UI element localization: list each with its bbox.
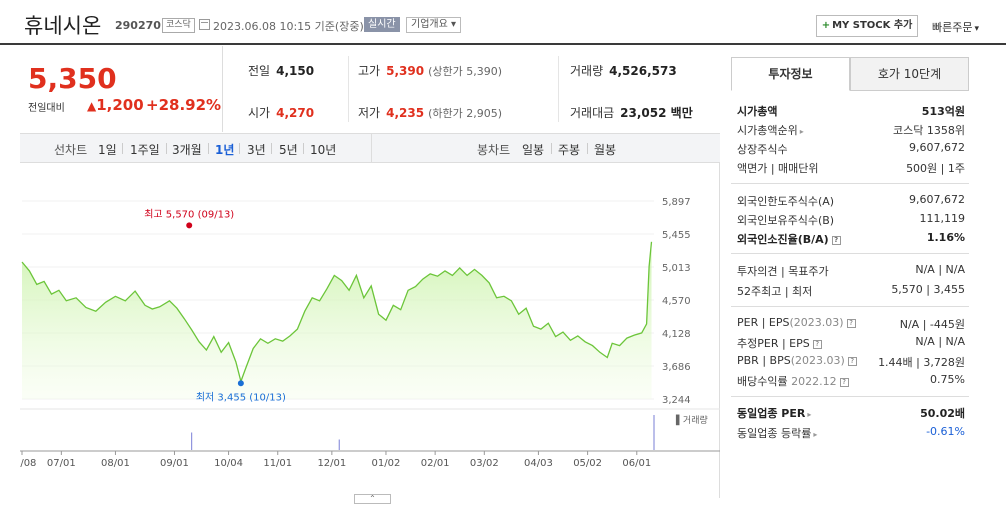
y-tick-label: 4,128 [662, 329, 691, 340]
x-tick-label: 10/04 [214, 458, 243, 469]
candle-daily[interactable]: 일봉 [522, 143, 545, 157]
row-52week: 52주최고 | 최저 5,570 | 3,455 [737, 283, 965, 298]
chevron-right-icon[interactable]: ▸ [799, 127, 804, 136]
period-1d[interactable]: 1일 [98, 143, 117, 157]
volume-label: ▌거래량 [675, 414, 708, 426]
low-price: 저가 4,235 (하한가 2,905) [358, 106, 502, 120]
expand-chart-button[interactable]: ⌃ [354, 494, 391, 504]
price-chart-svg: 5,897 5,455 5,013 4,570 4,128 3,686 3,244 최고 5,… [20, 197, 720, 469]
row-market-cap-rank: 시가총액순위 ▸ 코스닥 1358위 [737, 124, 965, 137]
line-chart-label: 선차트 [54, 143, 88, 157]
x-tick-label: 03/02 [470, 458, 499, 469]
company-overview-dropdown[interactable]: 기업개요 ▾ [406, 17, 462, 33]
y-tick-label: 5,013 [662, 263, 691, 274]
x-tick-label: 12/01 [317, 458, 346, 469]
chevron-right-icon[interactable]: ▸ [807, 410, 812, 419]
help-icon[interactable]: ? [847, 356, 857, 366]
x-tick-label: 01/02 [372, 458, 401, 469]
my-stock-add-button[interactable]: + MY STOCK 추가 [816, 15, 918, 37]
price-line [21, 241, 653, 384]
stock-code: 290270 [115, 19, 161, 32]
y-tick-label: 4,570 [662, 296, 691, 307]
row-market-cap: 시가총액 513억원 [737, 105, 965, 118]
info-panel: 투자정보 호가 10단계 시가총액 513억원 시가총액순위 ▸ 코스닥 1358위 … [731, 57, 969, 443]
tab-investment-info[interactable]: 투자정보 [731, 57, 850, 91]
x-tick-label: 07/01 [47, 458, 76, 469]
row-est-per: 추정PER | EPS? N/A | N/A [737, 335, 965, 350]
candle-weekly[interactable]: 주봉 [558, 143, 581, 157]
help-icon[interactable]: ? [839, 377, 849, 387]
max-point [186, 222, 193, 229]
row-par-value: 액면가 | 매매단위 500원 | 1주 [737, 162, 965, 175]
period-10y[interactable]: 10년 [310, 143, 337, 157]
x-tick-label: 05/02 [573, 458, 602, 469]
y-tick-label: 3,686 [662, 362, 691, 373]
high-price: 고가 5,390 (상한가 5,390) [358, 64, 502, 78]
x-tick-label: 04/03 [524, 458, 553, 469]
divider [558, 56, 559, 122]
row-shares: 상장주식수 9,607,672 [737, 141, 965, 156]
candle-monthly[interactable]: 월봉 [594, 143, 617, 157]
y-tick-label: 5,455 [662, 230, 691, 241]
row-per-eps: PER | EPS(2023.03)? N/A | -445원 [737, 316, 965, 331]
x-tick-label: 06/08 [20, 458, 36, 469]
stock-header: 휴네시온 290270 코스닥 2023.06.08 10:15 기준(장중) … [0, 0, 1006, 45]
help-icon[interactable]: ? [846, 318, 856, 328]
divider [348, 56, 349, 122]
chart-period-bar: 선차트 1일 1주일 3개월 1년 3년 5년 10년 봉차트 일봉 주봉 월봉 [20, 133, 720, 163]
change-percent: +28.92% [146, 96, 222, 114]
help-icon[interactable]: ? [812, 339, 822, 349]
timestamp: 2023.06.08 10:15 기준(장중) [213, 20, 364, 33]
period-1y[interactable]: 1년 [215, 143, 235, 157]
change-label: 전일대비 [28, 103, 65, 114]
x-tick-label: 06/01 [622, 458, 651, 469]
chevron-down-icon: ▾ [451, 19, 457, 30]
plus-icon: + [821, 20, 831, 31]
change-amount: ▲1,200 [87, 96, 144, 114]
period-3m[interactable]: 3개월 [172, 143, 202, 157]
open-price: 시가 4,270 [248, 106, 315, 120]
info-tabs: 투자정보 호가 10단계 [731, 57, 969, 91]
period-1w[interactable]: 1주일 [130, 143, 160, 157]
period-3y[interactable]: 3년 [247, 143, 266, 157]
row-pbr-bps: PBR | BPS(2023.03)? 1.44배 | 3,728원 [737, 354, 965, 369]
help-icon[interactable]: ? [831, 235, 841, 245]
market-badge: 코스닥 [162, 18, 195, 33]
x-tick-label: 09/01 [160, 458, 189, 469]
price-area [22, 241, 652, 399]
row-sector-per: 동일업종 PER ▸ 50.02배 [737, 407, 965, 420]
x-tick-label: 08/01 [101, 458, 130, 469]
price-chart[interactable]: 5,897 5,455 5,013 4,570 4,128 3,686 3,244 최고 5,… [20, 163, 720, 498]
current-price: 5,350 [28, 62, 117, 95]
min-point [237, 380, 244, 387]
period-5y[interactable]: 5년 [279, 143, 298, 157]
row-foreign-limit: 외국인한도주식수(A) 9,607,672 [737, 193, 965, 208]
chevron-right-icon[interactable]: ▸ [813, 430, 818, 439]
y-tick-label: 3,244 [662, 395, 691, 406]
x-tick-label: 02/01 [421, 458, 450, 469]
row-sector-rate: 동일업종 등락률 ▸ -0.61% [737, 425, 965, 440]
price-summary: 전일 4,150 고가 5,390 (상한가 5,390) 거래량 4,526,573 … [224, 46, 720, 132]
chevron-up-icon: ⌃ [369, 494, 376, 503]
stock-name: 휴네시온 [24, 14, 102, 38]
candle-chart-label: 봉차트 [477, 143, 511, 157]
current-price-box: 5,350 전일대비 ▲1,200 +28.92% [20, 46, 223, 132]
min-label: 최저 3,455 (10/13) [196, 391, 286, 403]
volume: 거래량 4,526,573 [570, 64, 677, 78]
prev-close: 전일 4,150 [248, 64, 315, 78]
chevron-down-icon: ▾ [974, 24, 980, 34]
quick-order-dropdown[interactable]: 빠른주문 ▾ [932, 21, 980, 34]
row-dividend: 배당수익률 2022.12? 0.75% [737, 373, 965, 388]
tab-order-book[interactable]: 호가 10단계 [850, 57, 969, 91]
x-tick-label: 11/01 [263, 458, 292, 469]
trade-amount: 거래대금 23,052 백만 [570, 106, 693, 120]
row-foreign-ratio: 외국인소진율(B/A)? 1.16% [737, 231, 965, 246]
row-opinion: 투자의견 | 목표주가 N/A | N/A [737, 263, 965, 278]
realtime-badge[interactable]: 실시간 [364, 17, 400, 32]
y-tick-label: 5,897 [662, 197, 691, 208]
row-foreign-hold: 외국인보유주식수(B) 111,119 [737, 212, 965, 227]
calendar-icon [199, 19, 210, 30]
up-triangle-icon: ▲ [87, 99, 97, 113]
max-label: 최고 5,570 (09/13) [144, 208, 234, 220]
